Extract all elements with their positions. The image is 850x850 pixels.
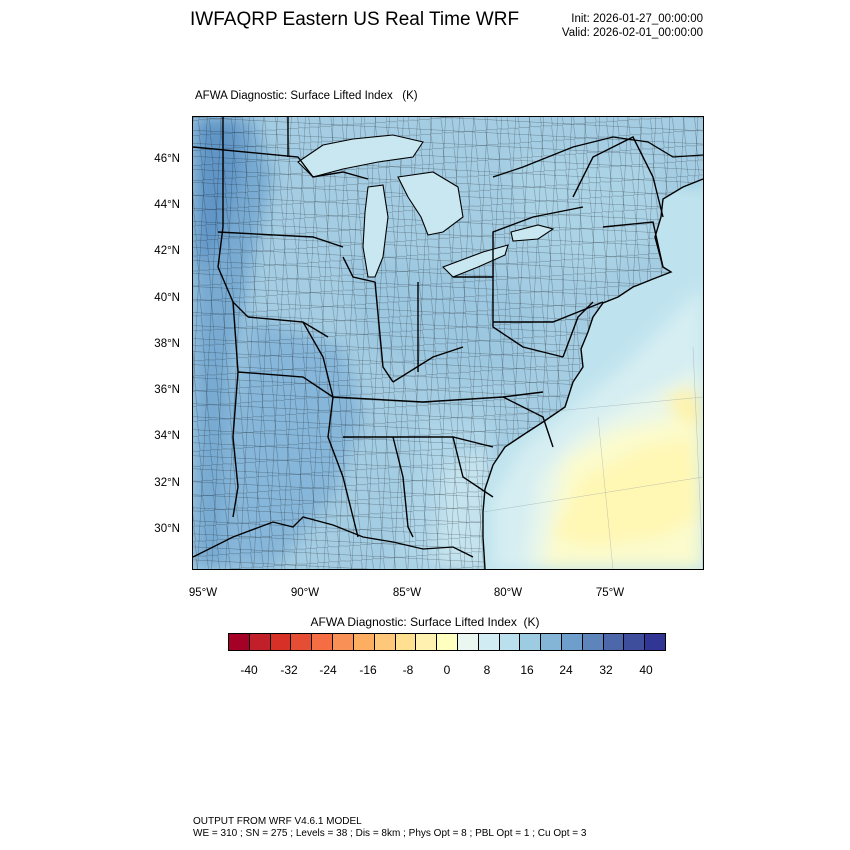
colorbar-swatch (374, 634, 396, 650)
lifted-index-map (192, 116, 704, 570)
colorbar-tick-label: 40 (639, 663, 653, 677)
map-canvas (193, 117, 703, 569)
colorbar-swatch (416, 634, 438, 650)
lake-ontario (510, 224, 555, 242)
valid-time-label: Valid: 2026-02-01_00:00:00 (561, 27, 703, 39)
coastline (482, 178, 703, 569)
colorbar-swatch (249, 634, 271, 650)
lon-label: 80°W (493, 587, 523, 599)
colorbar-swatch (562, 634, 583, 650)
lat-label: 30°N (154, 523, 180, 535)
lat-label: 36°N (154, 384, 180, 396)
colorbar-tick-label: -40 (240, 663, 258, 677)
colorbar-tick-label: -8 (402, 663, 414, 677)
model-info-line2: WE = 310 ; SN = 275 ; Levels = 38 ; Dis … (193, 828, 587, 839)
lake-michigan (362, 184, 389, 278)
colorbar-swatch (395, 634, 417, 650)
graticule (482, 346, 703, 569)
state-borders (193, 117, 664, 538)
field-title: AFWA Diagnostic: Surface Lifted Index (K… (195, 90, 418, 102)
colorbar-swatch (229, 634, 250, 650)
colorbar-tick-label: 0 (443, 663, 451, 677)
lat-label: 40°N (154, 292, 180, 304)
colorbar-swatch (291, 634, 313, 650)
lon-label: 90°W (290, 587, 320, 599)
colorbar-swatch (603, 634, 625, 650)
canada-border (492, 136, 703, 178)
colorbar-title: AFWA Diagnostic: Surface Lifted Index (K… (310, 615, 540, 629)
colorbar-swatch (478, 634, 500, 650)
plot-title: IWFAQRP Eastern US Real Time WRF (190, 9, 520, 30)
lat-label: 32°N (154, 477, 180, 489)
colorbar-swatch (645, 634, 666, 650)
lat-label: 44°N (154, 199, 180, 211)
lon-label: 85°W (392, 587, 422, 599)
gulf-coastline (193, 516, 474, 558)
colorbar (228, 633, 666, 651)
lat-label: 42°N (154, 245, 180, 257)
colorbar-swatch (520, 634, 542, 650)
colorbar-swatch (499, 634, 521, 650)
lon-label: 75°W (595, 587, 625, 599)
colorbar-swatch (353, 634, 375, 650)
colorbar-swatch (270, 634, 292, 650)
lat-label: 38°N (154, 338, 180, 350)
colorbar-swatch (312, 634, 334, 650)
colorbar-swatch (333, 634, 354, 650)
lat-label: 46°N (154, 153, 180, 165)
lon-label: 95°W (188, 587, 218, 599)
colorbar-swatch (457, 634, 479, 650)
colorbar-swatch (437, 634, 458, 650)
colorbar-tick-label: -32 (280, 663, 298, 677)
colorbar-tick-label: 16 (520, 663, 534, 677)
colorbar-tick-label: 32 (599, 663, 613, 677)
great-lakes (297, 134, 555, 278)
colorbar-swatch (624, 634, 646, 650)
init-time-label: Init: 2026-01-27_00:00:00 (571, 13, 703, 25)
colorbar-tick-label: -16 (359, 663, 377, 677)
colorbar-tick-label: 24 (559, 663, 573, 677)
colorbar-tick-label: -24 (319, 663, 337, 677)
lat-label: 34°N (154, 430, 180, 442)
model-info-line1: OUTPUT FROM WRF V4.6.1 MODEL (193, 816, 362, 827)
colorbar-swatch (541, 634, 562, 650)
colorbar-tick-label: 8 (483, 663, 491, 677)
lake-huron (397, 171, 464, 236)
colorbar-swatch (582, 634, 604, 650)
lake-superior (297, 134, 424, 178)
